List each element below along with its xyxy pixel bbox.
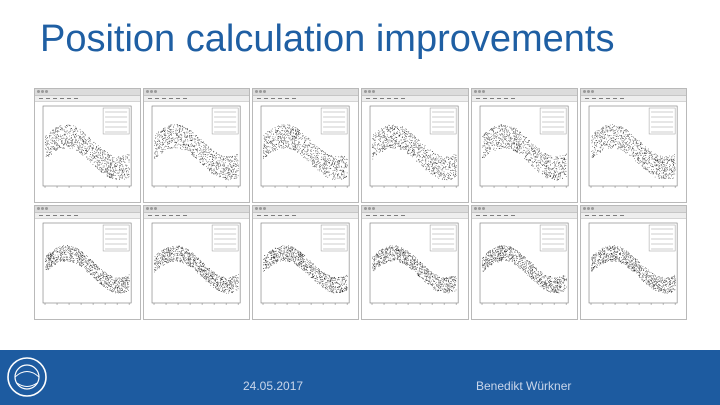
window-titlebar xyxy=(35,206,141,213)
scatter-plot xyxy=(151,105,241,188)
plot-frame xyxy=(479,222,569,304)
plot-frame xyxy=(588,105,678,187)
plot-window xyxy=(143,88,251,203)
window-titlebar xyxy=(144,89,250,96)
scatter-plot xyxy=(151,222,241,305)
window-titlebar xyxy=(362,89,468,96)
window-menubar xyxy=(35,96,141,102)
window-menubar xyxy=(35,213,141,219)
plot-frame xyxy=(151,105,241,187)
footer-author: Benedikt Würkner xyxy=(476,379,572,393)
scatter-band xyxy=(481,124,567,181)
plot-window xyxy=(470,205,578,320)
plot-frame xyxy=(42,105,132,187)
scatter-band xyxy=(263,124,348,180)
window-titlebar xyxy=(471,89,577,96)
plot-window xyxy=(361,205,469,320)
scatter-band xyxy=(45,124,130,180)
plot-window xyxy=(579,88,687,203)
window-titlebar xyxy=(253,89,359,96)
scatter-plot xyxy=(588,105,678,188)
scatter-plot xyxy=(42,105,132,188)
plot-frame xyxy=(479,105,569,187)
window-titlebar xyxy=(580,206,686,213)
plot-window xyxy=(579,205,687,320)
plot-window xyxy=(34,88,142,203)
plot-frame xyxy=(370,105,459,187)
window-menubar xyxy=(580,96,686,102)
window-titlebar xyxy=(35,89,141,96)
plot-window xyxy=(252,205,360,320)
scatter-band xyxy=(372,124,458,181)
scatter-band xyxy=(263,245,348,294)
scatter-plot xyxy=(588,222,678,305)
window-menubar xyxy=(253,213,359,219)
window-titlebar xyxy=(144,206,250,213)
window-titlebar xyxy=(253,206,359,213)
plot-window xyxy=(252,88,360,203)
window-menubar xyxy=(253,96,359,102)
scatter-plot xyxy=(479,222,569,305)
plot-frame xyxy=(370,222,459,304)
window-menubar xyxy=(362,96,468,102)
window-menubar xyxy=(471,213,577,219)
plot-frame xyxy=(151,222,241,304)
window-titlebar xyxy=(580,89,686,96)
window-menubar xyxy=(362,213,468,219)
plot-frame xyxy=(261,222,350,304)
cern-logo-icon xyxy=(7,357,47,397)
scatter-band xyxy=(590,245,676,294)
scatter-plot xyxy=(261,105,350,188)
slide-title: Position calculation improvements xyxy=(40,18,615,60)
scatter-plot xyxy=(42,222,132,305)
scatter-band xyxy=(481,245,567,294)
plot-frame xyxy=(42,222,132,304)
scatter-band xyxy=(45,245,130,294)
scatter-plot xyxy=(370,222,459,305)
scatter-band xyxy=(591,124,676,179)
screenshot-grid xyxy=(34,88,687,320)
scatter-band xyxy=(372,245,457,294)
scatter-band xyxy=(154,245,239,294)
plot-window xyxy=(361,88,469,203)
plot-window xyxy=(143,205,251,320)
scatter-plot xyxy=(370,105,459,188)
window-menubar xyxy=(144,96,250,102)
scatter-band xyxy=(154,124,239,181)
window-menubar xyxy=(471,96,577,102)
scatter-plot xyxy=(261,222,350,305)
window-titlebar xyxy=(471,206,577,213)
plot-window xyxy=(470,88,578,203)
plot-frame xyxy=(261,105,350,187)
plot-window xyxy=(34,205,142,320)
window-menubar xyxy=(144,213,250,219)
footer-bar: 24.05.2017 Benedikt Würkner xyxy=(0,350,720,405)
plot-frame xyxy=(588,222,678,304)
footer-date: 24.05.2017 xyxy=(243,379,304,393)
window-titlebar xyxy=(362,206,468,213)
window-menubar xyxy=(580,213,686,219)
scatter-plot xyxy=(479,105,569,188)
